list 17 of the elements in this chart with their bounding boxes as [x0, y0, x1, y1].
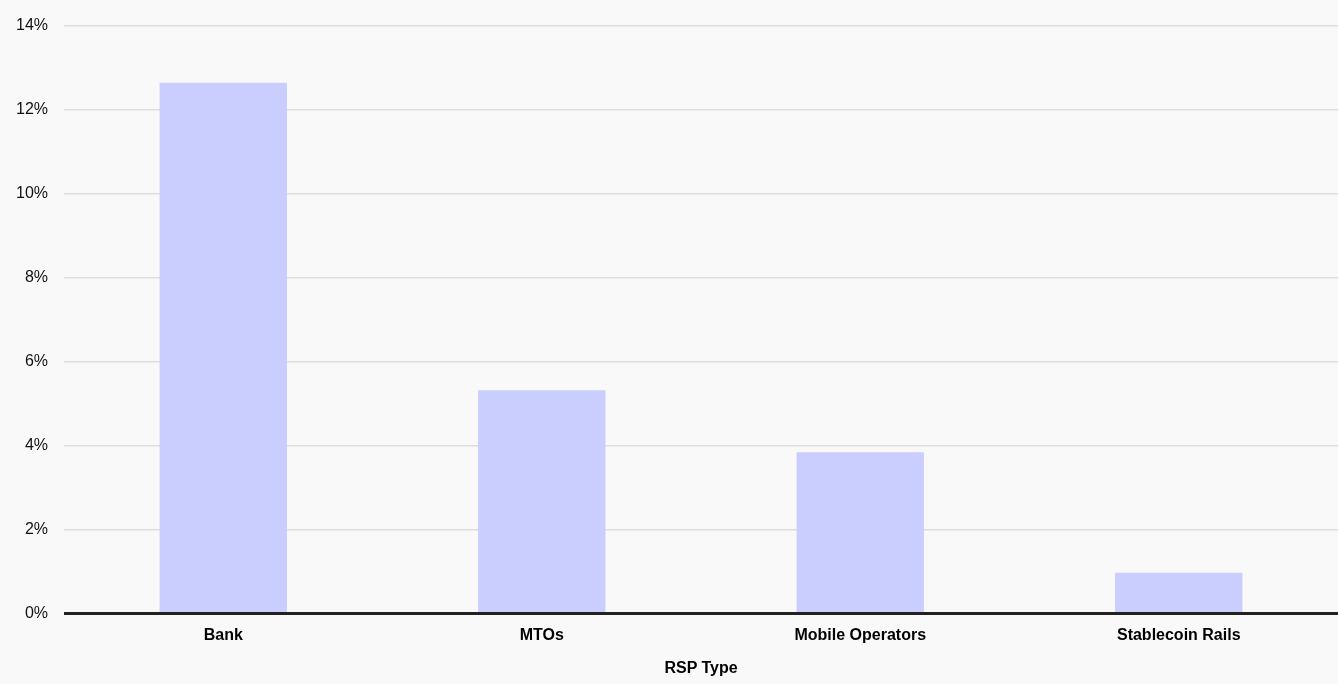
bar — [1115, 572, 1243, 613]
x-tick-label: Bank — [203, 625, 243, 643]
y-tick-label: 8% — [24, 268, 49, 286]
x-tick-label: Mobile Operators — [794, 625, 927, 643]
bar — [796, 452, 924, 613]
y-tick-label: 4% — [24, 436, 49, 454]
y-tick-label: 14% — [15, 16, 49, 34]
y-tick-label: 2% — [24, 520, 49, 538]
y-tick-label: 10% — [15, 184, 49, 202]
x-axis-title: RSP Type — [664, 658, 738, 676]
y-tick-label: 12% — [15, 100, 49, 118]
bar — [159, 82, 287, 613]
x-tick-label: MTOs — [519, 625, 564, 643]
bar — [478, 390, 606, 613]
y-tick-label: 0% — [24, 604, 49, 622]
x-tick-label: Stablecoin Rails — [1116, 625, 1241, 643]
y-tick-label: 6% — [24, 352, 49, 370]
